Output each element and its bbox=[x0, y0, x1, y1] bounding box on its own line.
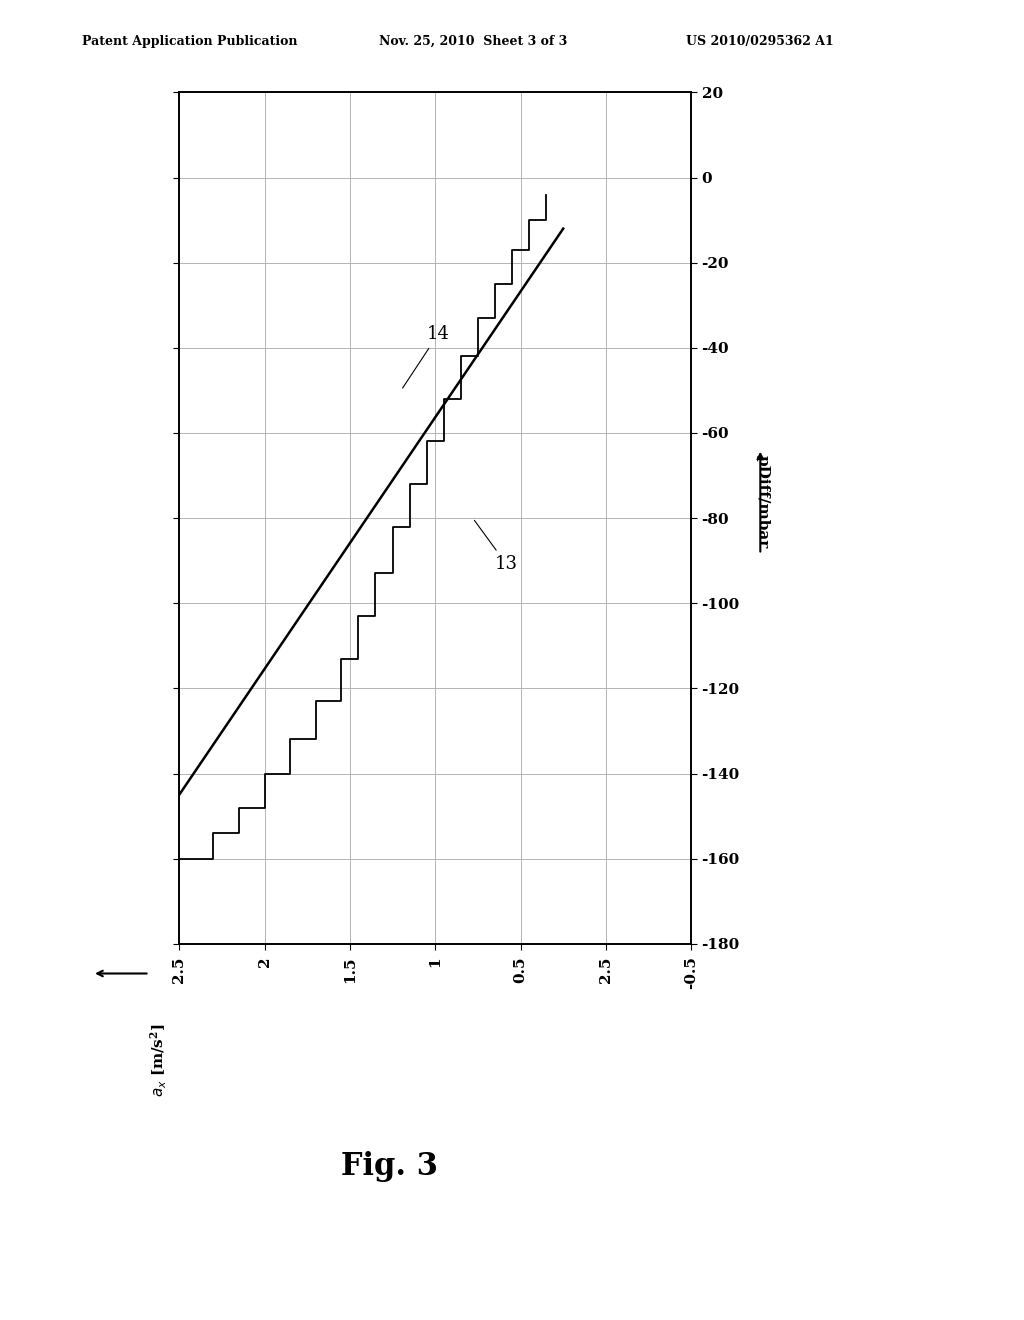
Text: pDiff/mbar: pDiff/mbar bbox=[756, 455, 770, 548]
Text: Nov. 25, 2010  Sheet 3 of 3: Nov. 25, 2010 Sheet 3 of 3 bbox=[379, 34, 567, 48]
Text: 14: 14 bbox=[402, 325, 450, 388]
Text: $a_x\ \mathregular{[m/s^2]}$: $a_x\ \mathregular{[m/s^2]}$ bbox=[148, 1023, 169, 1097]
Text: Patent Application Publication: Patent Application Publication bbox=[82, 34, 297, 48]
Text: Fig. 3: Fig. 3 bbox=[341, 1151, 437, 1181]
Text: US 2010/0295362 A1: US 2010/0295362 A1 bbox=[686, 34, 834, 48]
Text: 13: 13 bbox=[474, 520, 518, 573]
